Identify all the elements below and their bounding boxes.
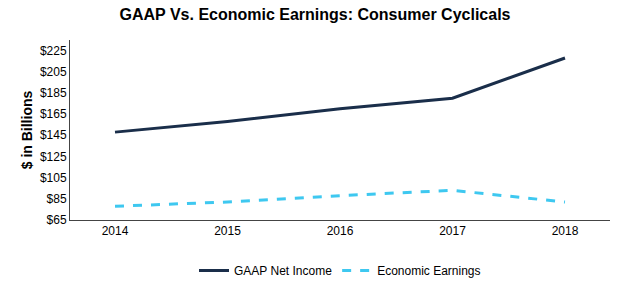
svg-text:$145: $145 — [40, 128, 67, 142]
svg-text:GAAP Vs. Economic Earnings: Co: GAAP Vs. Economic Earnings: Consumer Cyc… — [120, 6, 511, 23]
svg-text:$225: $225 — [40, 44, 67, 58]
svg-text:$105: $105 — [40, 171, 67, 185]
svg-text:Economic Earnings: Economic Earnings — [377, 264, 480, 278]
svg-text:$125: $125 — [40, 150, 67, 164]
svg-text:2018: 2018 — [552, 224, 579, 238]
svg-text:2014: 2014 — [102, 224, 129, 238]
svg-text:2015: 2015 — [214, 224, 241, 238]
svg-text:2017: 2017 — [439, 224, 466, 238]
svg-text:$65: $65 — [47, 213, 67, 227]
svg-text:$205: $205 — [40, 65, 67, 79]
svg-text:GAAP Net Income: GAAP Net Income — [234, 264, 332, 278]
svg-text:$185: $185 — [40, 86, 67, 100]
svg-text:$85: $85 — [47, 192, 67, 206]
svg-text:$165: $165 — [40, 107, 67, 121]
svg-text:$ in Billions: $ in Billions — [19, 91, 35, 170]
svg-text:2016: 2016 — [327, 224, 354, 238]
